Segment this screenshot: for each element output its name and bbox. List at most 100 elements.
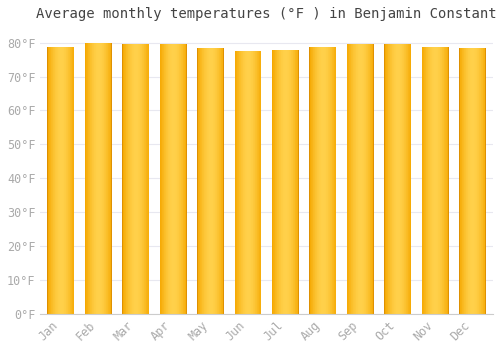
- Bar: [129, 44, 130, 314]
- Bar: [131, 44, 132, 314]
- Bar: [171, 44, 172, 314]
- Bar: [168, 44, 169, 314]
- Bar: [435, 47, 436, 314]
- Bar: [443, 47, 444, 314]
- Bar: [432, 47, 433, 314]
- Bar: [109, 43, 110, 314]
- Bar: [284, 50, 286, 314]
- Bar: [293, 50, 294, 314]
- Bar: [235, 51, 236, 314]
- Bar: [408, 44, 409, 314]
- Bar: [474, 48, 475, 314]
- Bar: [388, 44, 389, 314]
- Bar: [198, 48, 199, 314]
- Bar: [100, 43, 101, 314]
- Bar: [395, 44, 396, 314]
- Bar: [105, 43, 106, 314]
- Bar: [199, 48, 200, 314]
- Bar: [50, 47, 51, 314]
- Bar: [204, 48, 205, 314]
- Bar: [248, 51, 250, 314]
- Bar: [106, 43, 107, 314]
- Bar: [278, 50, 280, 314]
- Bar: [211, 48, 212, 314]
- Bar: [98, 43, 99, 314]
- Bar: [173, 44, 174, 314]
- Bar: [68, 47, 69, 314]
- Bar: [62, 47, 63, 314]
- Bar: [324, 47, 325, 314]
- Bar: [181, 44, 182, 314]
- Bar: [59, 47, 60, 314]
- Bar: [368, 44, 369, 314]
- Bar: [290, 50, 291, 314]
- Bar: [423, 47, 424, 314]
- Bar: [140, 44, 141, 314]
- Bar: [428, 47, 429, 314]
- Bar: [384, 44, 385, 314]
- Bar: [165, 44, 166, 314]
- Bar: [314, 47, 316, 314]
- Bar: [69, 47, 70, 314]
- Bar: [197, 48, 198, 314]
- Bar: [385, 44, 386, 314]
- Bar: [394, 44, 395, 314]
- Bar: [477, 48, 478, 314]
- Bar: [272, 50, 274, 314]
- Bar: [111, 43, 112, 314]
- Bar: [360, 44, 361, 314]
- Bar: [362, 44, 363, 314]
- Bar: [364, 44, 365, 314]
- Bar: [85, 43, 86, 314]
- Bar: [56, 47, 57, 314]
- Bar: [358, 44, 359, 314]
- Bar: [427, 47, 428, 314]
- Bar: [372, 44, 373, 314]
- Bar: [239, 51, 240, 314]
- Bar: [212, 48, 213, 314]
- Bar: [310, 47, 312, 314]
- Bar: [234, 51, 235, 314]
- Bar: [347, 44, 348, 314]
- Bar: [347, 44, 348, 314]
- Bar: [391, 44, 392, 314]
- Bar: [242, 51, 244, 314]
- Bar: [63, 47, 64, 314]
- Bar: [254, 51, 256, 314]
- Bar: [349, 44, 350, 314]
- Bar: [167, 44, 168, 314]
- Bar: [222, 48, 224, 314]
- Bar: [280, 50, 281, 314]
- Bar: [466, 48, 467, 314]
- Bar: [110, 43, 111, 314]
- Bar: [445, 47, 446, 314]
- Bar: [401, 44, 402, 314]
- Bar: [161, 44, 162, 314]
- Bar: [393, 44, 394, 314]
- Bar: [282, 50, 284, 314]
- Bar: [330, 47, 331, 314]
- Bar: [174, 44, 175, 314]
- Bar: [359, 44, 360, 314]
- Bar: [276, 50, 278, 314]
- Bar: [184, 44, 186, 314]
- Bar: [329, 47, 330, 314]
- Bar: [126, 44, 127, 314]
- Bar: [94, 43, 95, 314]
- Bar: [373, 44, 374, 314]
- Bar: [323, 47, 324, 314]
- Bar: [441, 47, 442, 314]
- Bar: [321, 47, 322, 314]
- Bar: [366, 44, 367, 314]
- Bar: [484, 48, 486, 314]
- Bar: [70, 47, 71, 314]
- Bar: [320, 47, 321, 314]
- Bar: [365, 44, 366, 314]
- Bar: [135, 44, 136, 314]
- Bar: [424, 47, 425, 314]
- Bar: [134, 44, 135, 314]
- Bar: [319, 47, 320, 314]
- Bar: [470, 48, 471, 314]
- Bar: [297, 50, 298, 314]
- Bar: [295, 50, 296, 314]
